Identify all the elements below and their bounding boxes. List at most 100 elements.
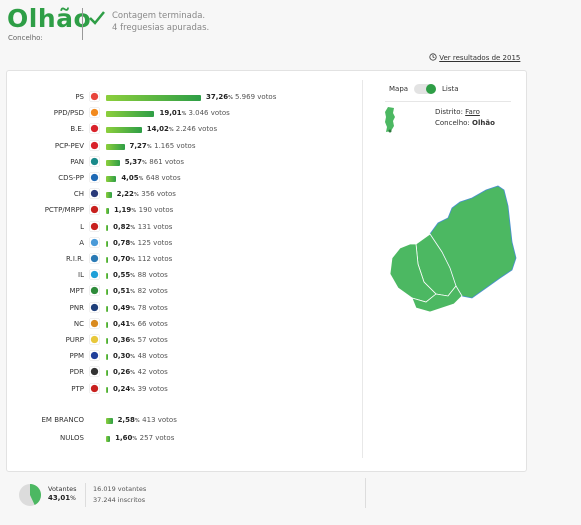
- party-name: MPT: [69, 287, 84, 296]
- other-votes: 257 votos: [139, 434, 175, 442]
- be-logo-icon: [89, 123, 100, 135]
- turnout-pie: [19, 484, 42, 506]
- party-bar: [106, 127, 142, 134]
- party-name: PCP-PEV: [54, 141, 84, 150]
- party-bar: [106, 240, 108, 247]
- il-logo-icon: [89, 269, 100, 280]
- municipality-name: Olhão: [472, 119, 495, 127]
- party-percentage: 0,26%: [113, 368, 136, 377]
- turnout-slice: [30, 484, 42, 505]
- party-votes: 82 votos: [137, 287, 168, 296]
- footer-divider-right: [365, 478, 366, 508]
- party-votes: 42 votos: [137, 368, 168, 377]
- toggle-knob[interactable]: [426, 84, 436, 94]
- page-subtitle: Concelho:: [8, 34, 43, 42]
- voters-count: 16.019 votantes: [93, 485, 147, 493]
- party-name: CDS-PP: [58, 174, 84, 182]
- district-link[interactable]: Faro: [465, 108, 480, 116]
- party-percentage: 2,22%: [116, 190, 139, 199]
- party-name: L: [80, 222, 84, 231]
- party-bar: [106, 370, 108, 377]
- party-votes: 57 votos: [137, 336, 168, 344]
- party-name: PNR: [69, 303, 84, 312]
- party-bar: [106, 273, 108, 280]
- party-percentage: 1,19%: [114, 206, 137, 215]
- party-percentage: 0,78%: [113, 238, 136, 247]
- pcp-pev-logo-icon: [89, 139, 100, 151]
- ch-logo-icon: [89, 188, 100, 199]
- rir-logo-icon: [89, 253, 100, 264]
- party-name: B.E.: [70, 125, 84, 134]
- parish-west[interactable]: [389, 243, 437, 303]
- pnr-logo-icon: [89, 301, 100, 313]
- party-bar: [106, 143, 125, 150]
- party-bar: [106, 192, 112, 199]
- cds-logo-icon: [89, 172, 100, 183]
- party-bar: [106, 95, 201, 101]
- party-percentage: 0,55%: [113, 271, 136, 280]
- map-list-toggle[interactable]: [414, 84, 436, 94]
- party-name: PURP: [65, 336, 84, 344]
- purp-logo-icon: [89, 334, 100, 345]
- pan-logo-icon: [89, 156, 100, 167]
- party-votes: 78 votos: [137, 303, 168, 312]
- party-bar: [106, 176, 117, 182]
- other-name: NULOS: [60, 434, 84, 442]
- party-bar: [106, 354, 108, 361]
- party-percentage: 0,70%: [113, 255, 136, 263]
- party-votes: 648 votos: [145, 174, 181, 182]
- party-votes: 5.969 votos: [235, 93, 277, 101]
- party-percentage: 0,24%: [113, 384, 136, 393]
- party-bar: [106, 289, 108, 296]
- history-link[interactable]: Ver resultados de 2015: [429, 53, 520, 62]
- party-name: IL: [78, 271, 84, 280]
- other-bar: [106, 436, 111, 442]
- other-votes: 413 votos: [142, 416, 177, 424]
- turnout-percentage: 43,01%: [48, 494, 76, 502]
- other-percentage: 1,60%: [115, 434, 138, 442]
- party-votes: 131 votos: [137, 222, 173, 231]
- parish-south[interactable]: [411, 285, 463, 313]
- livre-logo-icon: [89, 220, 100, 232]
- history-link-text[interactable]: Ver resultados de 2015: [439, 54, 521, 62]
- party-bar: [106, 257, 108, 263]
- mpt-logo-icon: [89, 285, 100, 297]
- alianca-logo-icon: [89, 237, 100, 248]
- party-name: R.I.R.: [66, 255, 84, 263]
- header-divider: [82, 8, 83, 40]
- party-votes: 66 votos: [137, 319, 168, 328]
- party-votes: 861 votos: [149, 157, 184, 166]
- registered-count: 37.244 inscritos: [93, 496, 146, 504]
- party-votes: 125 votos: [137, 238, 173, 247]
- toggle-list-label[interactable]: Lista: [442, 85, 459, 93]
- ps-logo-icon: [89, 91, 100, 102]
- party-name: PAN: [70, 157, 84, 166]
- page-title: Olhão: [7, 4, 92, 33]
- map-panel-separator: [385, 101, 511, 102]
- party-bar: [106, 305, 108, 312]
- history-icon: [429, 53, 437, 61]
- other-percentage: 2,58%: [117, 416, 140, 424]
- party-bar: [106, 159, 120, 166]
- ptp-logo-icon: [89, 382, 100, 394]
- footer-divider: [85, 483, 86, 507]
- party-votes: 88 votos: [137, 271, 168, 280]
- party-percentage: 0,36%: [113, 336, 136, 344]
- turnout-label: Votantes: [48, 485, 77, 493]
- party-name: PTP: [71, 384, 84, 393]
- party-bar: [106, 338, 108, 344]
- check-icon: [89, 11, 105, 25]
- party-percentage: 5,37%: [124, 157, 147, 166]
- party-name: PS: [75, 93, 84, 101]
- party-name: PPD/PSD: [53, 109, 84, 118]
- other-name: EM BRANCO: [41, 416, 85, 424]
- party-percentage: 7,27%: [129, 141, 152, 150]
- party-bar: [106, 321, 108, 328]
- toggle-map-label[interactable]: Mapa: [389, 85, 409, 93]
- parishes-status: 4 freguesias apuradas.: [112, 23, 210, 33]
- pctp-logo-icon: [89, 204, 100, 216]
- other-bar: [106, 418, 113, 424]
- party-percentage: 19,01%: [159, 109, 187, 118]
- ppm-logo-icon: [89, 350, 100, 361]
- party-name: A: [79, 238, 84, 247]
